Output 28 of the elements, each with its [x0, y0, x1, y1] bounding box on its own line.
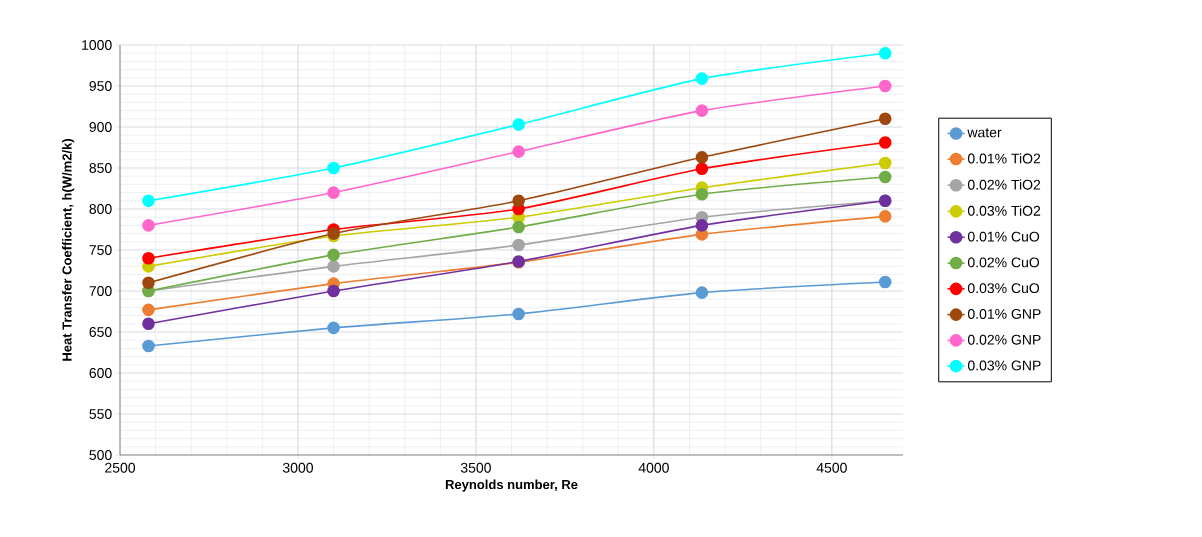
y-tick-label: 750: [89, 245, 112, 255]
legend-label: 0.03% GNP: [967, 360, 1041, 371]
y-tick-label: 950: [89, 81, 112, 91]
x-tick-label: 4000: [638, 462, 669, 473]
legend-label: 0.02% GNP: [967, 334, 1041, 345]
x-tick-label: 3000: [282, 462, 313, 473]
legend-label: 0.02% TiO2: [967, 179, 1041, 190]
y-tick-label: 1000: [82, 40, 112, 50]
legend-label: 0.02% CuO: [967, 257, 1040, 268]
y-tick-label: 900: [89, 122, 112, 132]
legend-label: 0.03% CuO: [967, 283, 1040, 294]
x-tick-label: 3500: [460, 462, 491, 473]
x-tick-label: 4500: [816, 462, 847, 473]
x-axis-title: Reynolds number, Re: [445, 479, 578, 492]
y-tick-label: 850: [89, 163, 112, 173]
y-tick-label: 500: [89, 450, 112, 460]
legend-label: water: [967, 128, 1002, 138]
legend-label: 0.01% CuO: [967, 231, 1040, 242]
legend-label: 0.03% TiO2: [967, 205, 1041, 216]
y-tick-label: 600: [89, 368, 112, 378]
y-tick-label: 700: [89, 286, 112, 296]
legend-label: 0.01% GNP: [967, 308, 1041, 319]
legend-label: 0.01% TiO2: [967, 153, 1041, 164]
y-tick-label: 550: [89, 409, 112, 419]
y-tick-label: 800: [89, 204, 112, 214]
y-axis-title: Heat Transfer Coefficient, h(W/m2/k): [62, 139, 75, 361]
x-tick-label: 2500: [105, 462, 136, 473]
y-tick-label: 650: [89, 327, 112, 337]
